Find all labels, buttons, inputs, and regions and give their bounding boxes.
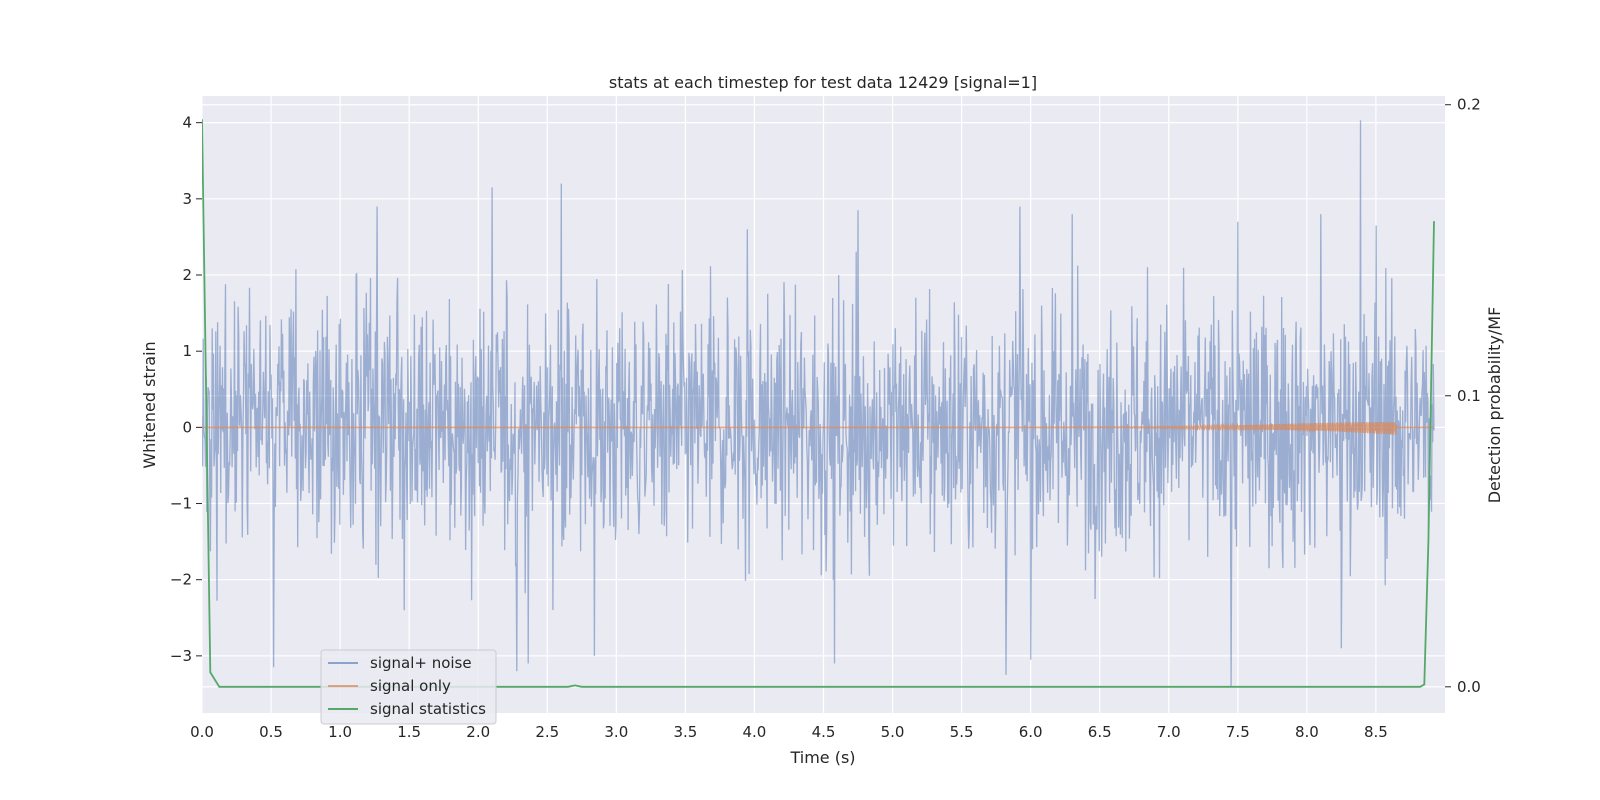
- y-axis-label: Whitened strain: [140, 341, 159, 468]
- x-tick-label: 3.5: [673, 723, 697, 741]
- y-axis-right: 0.0 0.1 0.2: [1445, 96, 1481, 696]
- series-signal-only-line: [202, 421, 1434, 435]
- x-tick-label: 1.0: [328, 723, 352, 741]
- x-tick-label: 7.0: [1157, 723, 1181, 741]
- x-tick-label: 3.0: [604, 723, 628, 741]
- y-tick-label: 1: [182, 342, 192, 360]
- legend-box: [320, 649, 497, 725]
- x-axis-label: Time (s): [789, 748, 855, 767]
- x-tick-label: 2.0: [466, 723, 490, 741]
- plot-area: [202, 119, 1435, 688]
- chart-title: stats at each timestep for test data 124…: [609, 73, 1037, 92]
- x-tick-label: 6.0: [1019, 723, 1043, 741]
- legend-label-signal-statistics: signal statistics: [370, 700, 486, 718]
- x-tick-label: 5.5: [950, 723, 974, 741]
- x-tick-label: 6.5: [1088, 723, 1112, 741]
- x-tick-label: 4.5: [812, 723, 836, 741]
- y-tick-label: 2: [182, 266, 192, 284]
- x-tick-label: 5.0: [881, 723, 905, 741]
- y-tick-label: 0: [182, 418, 192, 436]
- y2-tick-label: 0.2: [1457, 96, 1481, 114]
- y-tick-label: −1: [170, 495, 192, 513]
- legend-label-signal-only: signal only: [370, 677, 451, 695]
- x-tick-label: 4.0: [743, 723, 767, 741]
- y2-axis-label: Detection probability/MF: [1485, 307, 1504, 504]
- x-tick-label: 2.5: [535, 723, 559, 741]
- x-tick-label: 8.5: [1364, 723, 1388, 741]
- x-axis: 0.0 0.5 1.0 1.5 2.0 2.5 3.0 3.5 4.0 4.5 5.0 5.5 6.0 6…: [190, 723, 1388, 741]
- x-tick-label: 8.0: [1295, 723, 1319, 741]
- series-signal-noise-line: [202, 120, 1435, 687]
- y-tick-label: 4: [182, 114, 192, 132]
- y-tick-label: −3: [170, 647, 192, 665]
- y-tick-label: −2: [170, 571, 192, 589]
- y2-tick-label: 0.1: [1457, 387, 1481, 405]
- y-axis-left: −3 −2 −1 0 1 2 3 4: [170, 114, 202, 665]
- y-tick-label: 3: [182, 190, 192, 208]
- y2-tick-label: 0.0: [1457, 678, 1481, 696]
- x-tick-label: 0.0: [190, 723, 214, 741]
- x-tick-label: 1.5: [397, 723, 421, 741]
- legend-label-signal-noise: signal+ noise: [370, 654, 472, 672]
- x-tick-label: 7.5: [1226, 723, 1250, 741]
- x-tick-label: 0.5: [259, 723, 283, 741]
- series-signal-statistics-line: [202, 119, 1435, 688]
- legend: signal+ noise signal only signal statist…: [320, 649, 497, 725]
